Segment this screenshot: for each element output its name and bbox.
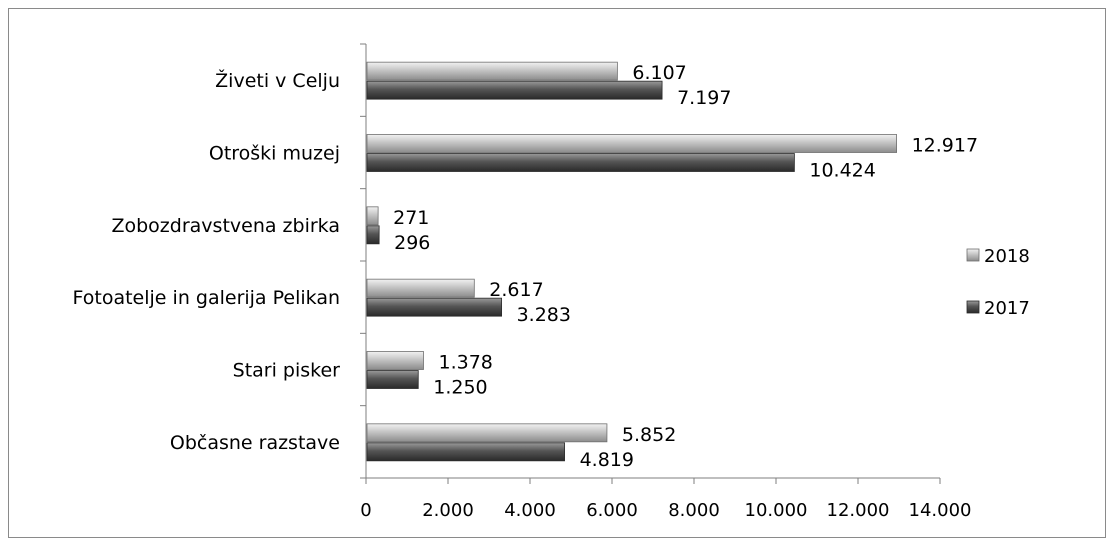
category-label: Fotoatelje in galerija Pelikan: [73, 287, 340, 309]
x-tick-label: 8.000: [668, 500, 720, 521]
bar-2017: [366, 153, 795, 172]
x-tick-label: 10.000: [745, 500, 808, 521]
category-label: Občasne razstave: [170, 432, 340, 454]
bar-2018: [366, 134, 897, 153]
data-label-2017: 1.250: [433, 377, 487, 399]
legend-swatch-2017: [966, 300, 980, 314]
x-tick-label: 6.000: [586, 500, 638, 521]
bars: [366, 61, 897, 462]
bar-2018: [366, 206, 379, 226]
data-label-2017: 3.283: [517, 304, 571, 326]
data-label-2018: 12.917: [912, 135, 978, 157]
category-label: Živeti v Celju: [215, 69, 340, 92]
labels: Živeti v Celju 6.107 7.197 Otroški muzej 12.…: [73, 62, 979, 471]
axes: 0 2.000 4.000 6.000 8.000 10.000 12.000 14.000: [360, 43, 972, 521]
x-tick-label: 0: [360, 500, 371, 521]
category-label: Stari pisker: [233, 360, 341, 382]
bar-2017: [366, 297, 503, 317]
legend-swatch-2018: [966, 248, 980, 262]
bar-2018: [366, 423, 608, 443]
category-label: Zobozdravstvena zbirka: [111, 215, 340, 237]
data-label-2018: 1.378: [438, 352, 492, 374]
legend-label-2017: 2017: [984, 298, 1030, 319]
bar-2018: [366, 351, 424, 370]
bar-2018: [366, 61, 618, 81]
data-label-2018: 5.852: [622, 424, 676, 446]
data-label-2017: 296: [394, 232, 430, 254]
x-tick-label: 4.000: [504, 500, 556, 521]
x-tick-label: 12.000: [827, 500, 890, 521]
data-label-2017: 7.197: [677, 87, 731, 109]
bar-2017: [366, 442, 565, 462]
data-label-2018: 271: [393, 207, 429, 229]
data-label-2017: 10.424: [809, 160, 875, 182]
data-label-2017: 4.819: [580, 449, 634, 471]
bar-2018: [366, 278, 475, 298]
data-label-2018: 6.107: [632, 62, 686, 84]
bar-2017: [366, 80, 663, 100]
data-label-2018: 2.617: [489, 279, 543, 301]
category-label: Otroški muzej: [209, 143, 340, 165]
bar-2017: [366, 225, 380, 245]
legend-label-2018: 2018: [984, 246, 1030, 267]
bar-2017: [366, 370, 419, 389]
x-tick-label: 2.000: [422, 500, 474, 521]
legend: 2018 2017: [966, 246, 1030, 319]
x-tick-label: 14.000: [909, 500, 972, 521]
